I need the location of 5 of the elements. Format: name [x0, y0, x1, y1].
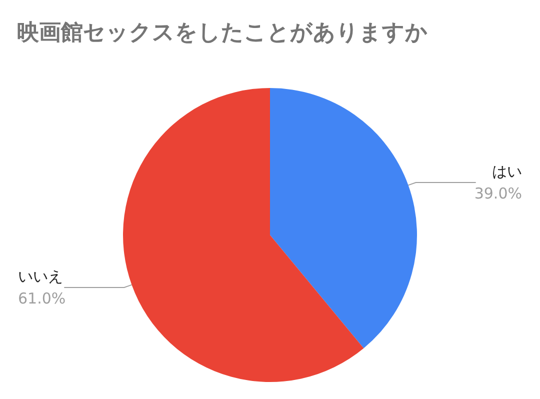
slice-label: はい	[492, 162, 522, 180]
slice-label: いいえ	[18, 268, 63, 286]
data-label: 39.0%	[474, 184, 522, 202]
chart-title: 映画館セックスをしたことがありますか	[17, 20, 428, 46]
data-label: 61.0%	[18, 290, 66, 308]
